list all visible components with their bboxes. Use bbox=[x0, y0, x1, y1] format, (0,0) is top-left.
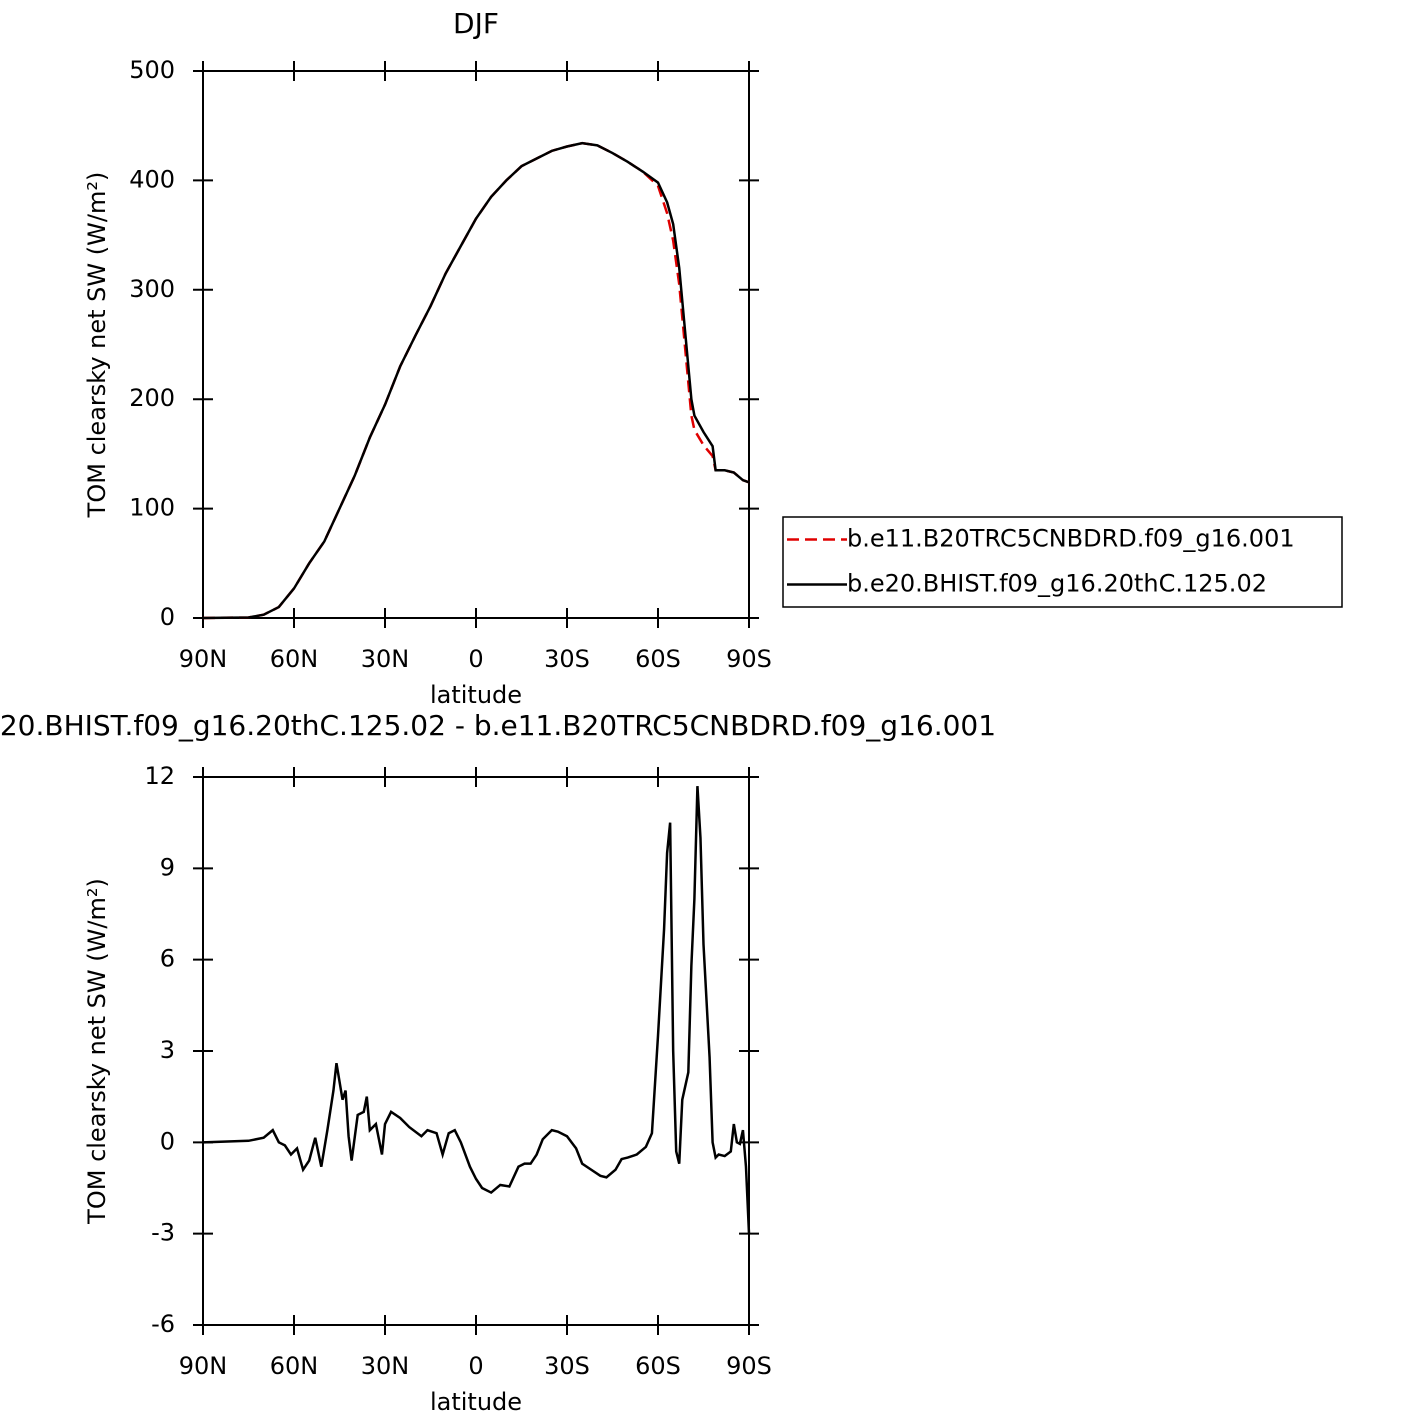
x-tick-label: 90N bbox=[179, 645, 228, 673]
x-axis-label: latitude bbox=[430, 1388, 522, 1416]
y-tick-label: -3 bbox=[151, 1219, 175, 1247]
x-tick-label: 90S bbox=[726, 1352, 772, 1380]
chart-title: DJF bbox=[453, 7, 499, 40]
y-tick-label: 400 bbox=[129, 165, 175, 193]
data-line bbox=[202, 786, 751, 1234]
x-tick-label: 90S bbox=[726, 645, 772, 673]
y-tick-label: 100 bbox=[129, 494, 175, 522]
y-tick-label: 500 bbox=[129, 56, 175, 84]
y-tick-label: 200 bbox=[129, 384, 175, 412]
x-tick-label: 30N bbox=[361, 645, 410, 673]
y-tick-label: 300 bbox=[129, 275, 175, 303]
x-tick-label: 30S bbox=[544, 645, 590, 673]
chart-title: b.e20.BHIST.f09_g16.20thC.125.02 - b.e11… bbox=[0, 709, 996, 742]
x-tick-label: 60N bbox=[270, 645, 319, 673]
y-tick-label: 6 bbox=[160, 945, 175, 973]
data-line bbox=[202, 141, 750, 620]
x-tick-label: 60S bbox=[635, 1352, 681, 1380]
data-line bbox=[202, 141, 750, 620]
plot-frame bbox=[202, 776, 750, 1326]
x-axis-label: latitude bbox=[430, 681, 522, 709]
y-tick-label: 0 bbox=[160, 1127, 175, 1155]
y-tick-label: 12 bbox=[144, 762, 175, 790]
y-axis-label: TOM clearsky net SW (W/m²) bbox=[83, 878, 111, 1225]
y-axis-label: TOM clearsky net SW (W/m²) bbox=[83, 172, 111, 519]
y-tick-label: 3 bbox=[160, 1036, 175, 1064]
x-tick-label: 90N bbox=[179, 1352, 228, 1380]
plot-frame bbox=[202, 70, 750, 619]
x-tick-label: 60S bbox=[635, 645, 681, 673]
legend-box bbox=[782, 516, 1343, 608]
legend-label: b.e11.B20TRC5CNBDRD.f09_g16.001 bbox=[847, 525, 1295, 553]
y-tick-label: 0 bbox=[160, 603, 175, 631]
x-tick-label: 30N bbox=[361, 1352, 410, 1380]
x-tick-label: 0 bbox=[468, 1352, 483, 1380]
x-tick-label: 60N bbox=[270, 1352, 319, 1380]
x-tick-label: 0 bbox=[468, 645, 483, 673]
y-tick-label: 9 bbox=[160, 853, 175, 881]
legend-label: b.e20.BHIST.f09_g16.20thC.125.02 bbox=[847, 570, 1267, 598]
y-tick-label: -6 bbox=[151, 1310, 175, 1338]
x-tick-label: 30S bbox=[544, 1352, 590, 1380]
